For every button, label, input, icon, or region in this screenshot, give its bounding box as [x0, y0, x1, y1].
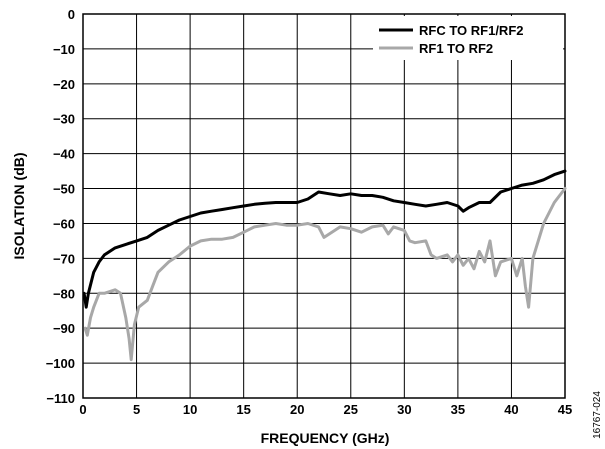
grid — [82, 13, 566, 399]
y-tick-label: −80 — [53, 286, 75, 301]
x-axis-title: FREQUENCY (GHz) — [261, 430, 390, 446]
y-tick-label: −50 — [53, 182, 75, 197]
x-tick-label: 40 — [504, 402, 518, 417]
y-tick-label: −10 — [53, 42, 75, 57]
x-tick-label: 10 — [183, 402, 197, 417]
x-tick-label: 30 — [397, 402, 411, 417]
y-tick-label: −60 — [53, 216, 75, 231]
y-tick-label: −30 — [53, 112, 75, 127]
figure-code: 16767-024 — [592, 391, 603, 439]
legend-label-rfc-to-rf1-rf2: RFC TO RF1/RF2 — [419, 23, 524, 38]
x-tick-label: 0 — [79, 402, 86, 417]
x-tick-label: 5 — [133, 402, 140, 417]
y-tick-label: −70 — [53, 251, 75, 266]
x-tick-label: 35 — [451, 402, 465, 417]
legend: RFC TO RF1/RF2 RF1 TO RF2 — [373, 16, 563, 60]
series-layer — [82, 169, 567, 362]
y-tick-label: 0 — [68, 7, 75, 22]
y-tick-label: −100 — [46, 356, 75, 371]
x-tick-label: 20 — [290, 402, 304, 417]
legend-label-rf1-to-rf2: RF1 TO RF2 — [419, 41, 493, 56]
series-line-rfc-to-rf1-rf2 — [82, 169, 567, 309]
y-tick-label: −40 — [53, 147, 75, 162]
legend-background — [373, 16, 563, 60]
y-tick-labels: 0 −10 −20 −30 −40 −50 −60 −70 −80 −90 −100 −110 — [46, 7, 75, 406]
plot-frame — [82, 13, 566, 399]
y-tick-label: −20 — [53, 77, 75, 92]
y-axis-title: ISOLATION (dB) — [11, 152, 27, 259]
y-tick-label: −110 — [46, 391, 75, 406]
y-tick-label: −90 — [53, 321, 75, 336]
x-tick-labels: 0 5 10 15 20 25 30 35 40 45 — [79, 402, 572, 417]
x-tick-label: 45 — [558, 402, 572, 417]
x-tick-label: 25 — [344, 402, 358, 417]
series-line-rf1-to-rf2 — [83, 187, 567, 362]
x-tick-label: 15 — [236, 402, 250, 417]
